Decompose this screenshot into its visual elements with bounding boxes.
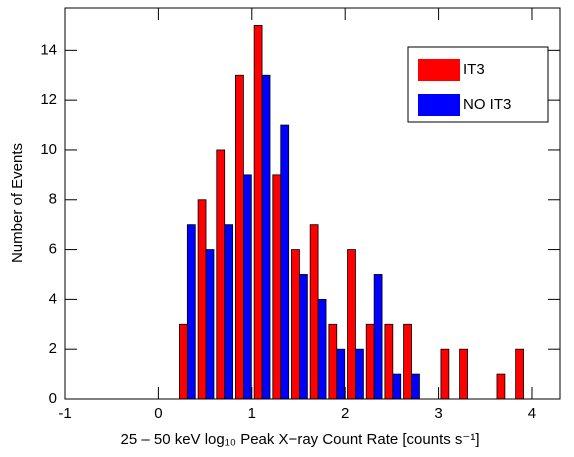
bar bbox=[299, 274, 308, 400]
bar bbox=[496, 373, 506, 400]
y-tick-label: 6 bbox=[49, 241, 57, 258]
bar bbox=[355, 348, 364, 400]
bar bbox=[336, 348, 346, 400]
bar bbox=[186, 224, 196, 400]
bar bbox=[403, 323, 412, 400]
bar bbox=[440, 348, 450, 400]
bar bbox=[216, 149, 226, 400]
bar bbox=[411, 373, 420, 400]
x-tick-label: 2 bbox=[341, 405, 349, 422]
x-axis-label: 25 – 50 keV log₁₀ Peak X−ray Count Rate … bbox=[121, 431, 480, 448]
bar bbox=[224, 224, 234, 400]
legend-swatch bbox=[418, 59, 460, 81]
bar bbox=[459, 348, 468, 400]
bar bbox=[280, 124, 290, 400]
x-tick-label: 0 bbox=[154, 405, 162, 422]
bar bbox=[328, 323, 338, 400]
bar bbox=[253, 25, 263, 400]
legend-swatch bbox=[418, 94, 460, 116]
y-tick-label: 2 bbox=[49, 340, 57, 357]
bar bbox=[347, 249, 356, 400]
bar bbox=[291, 249, 300, 400]
bar bbox=[205, 249, 215, 400]
y-axis-label: Number of Events bbox=[9, 143, 26, 263]
bar bbox=[392, 373, 402, 400]
y-tick-label: 8 bbox=[49, 191, 57, 208]
bar bbox=[309, 224, 319, 400]
bar bbox=[179, 323, 188, 400]
bar bbox=[261, 74, 271, 400]
bar bbox=[365, 323, 375, 400]
bar bbox=[384, 323, 394, 400]
bar bbox=[197, 199, 207, 400]
y-tick-label: 14 bbox=[40, 41, 57, 58]
y-tick-label: 0 bbox=[49, 390, 57, 407]
x-tick-label: 1 bbox=[248, 405, 256, 422]
bar bbox=[317, 298, 327, 400]
y-tick-label: 10 bbox=[40, 141, 57, 158]
y-tick-label: 4 bbox=[49, 290, 57, 307]
bar bbox=[242, 174, 252, 400]
bar bbox=[373, 274, 383, 400]
y-tick-label: 12 bbox=[40, 91, 57, 108]
bar bbox=[272, 174, 282, 400]
legend-label: NO IT3 bbox=[463, 96, 511, 113]
x-tick-label: 4 bbox=[528, 405, 536, 422]
plot-frame bbox=[64, 7, 561, 400]
legend-label: IT3 bbox=[463, 61, 485, 78]
x-tick-label: 3 bbox=[434, 405, 442, 422]
x-tick-label: -1 bbox=[58, 405, 71, 422]
bar bbox=[235, 74, 244, 400]
bar bbox=[515, 348, 524, 400]
